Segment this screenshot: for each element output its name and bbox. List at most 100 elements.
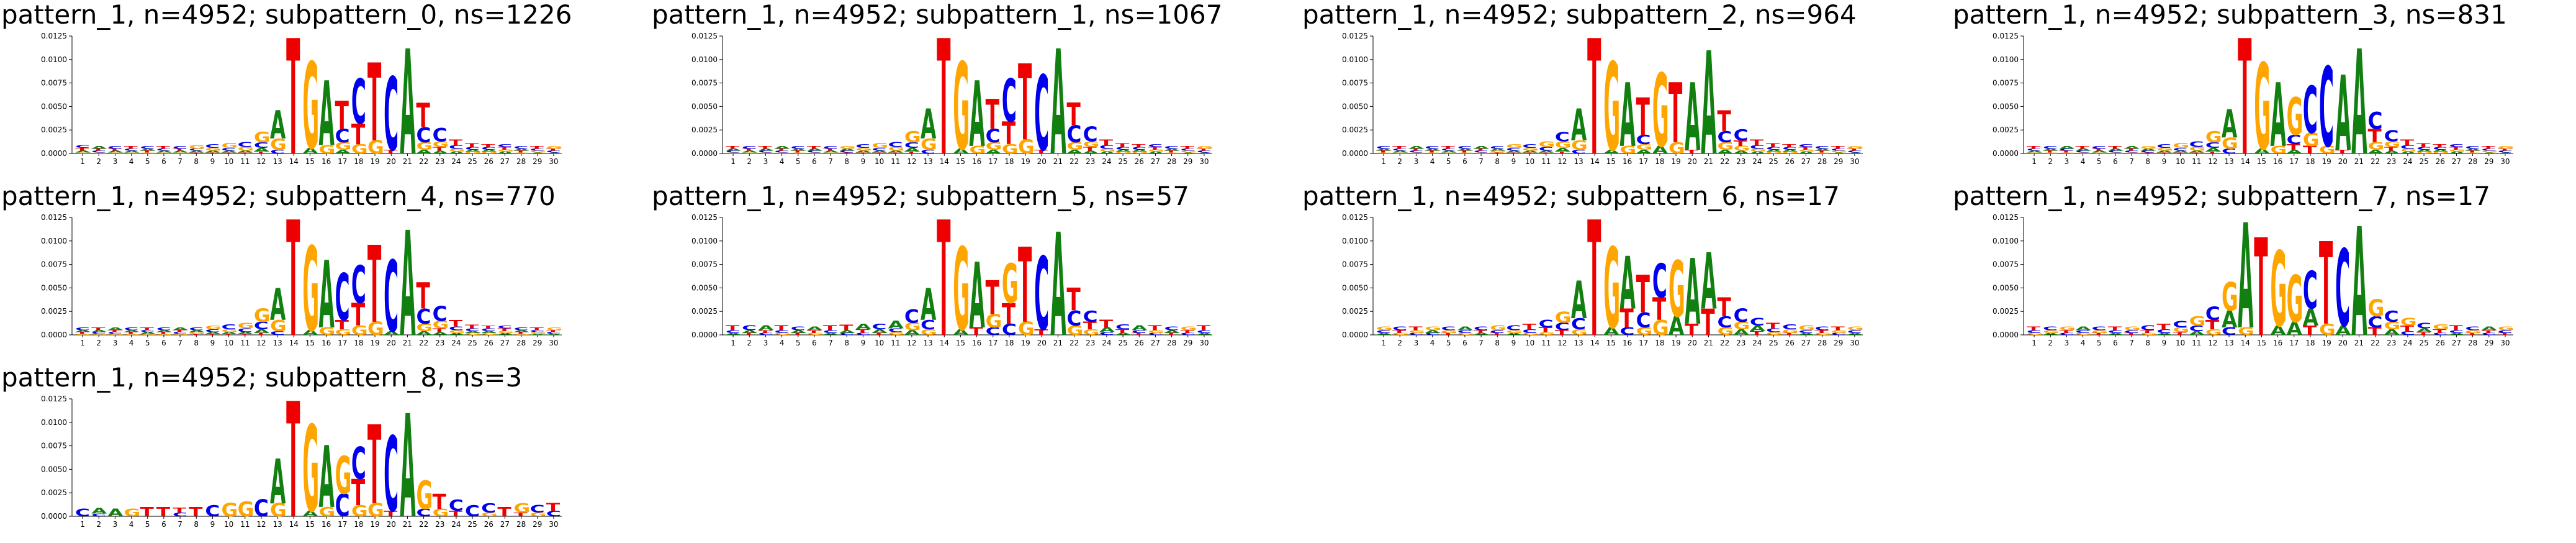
logo-letter-glyph: A [107, 327, 124, 331]
logo-letter-glyph: G [823, 152, 840, 153]
logo-letter-glyph: C [75, 327, 90, 331]
logo-letter-T: T [514, 332, 528, 335]
logo-letter-glyph: A [173, 327, 189, 331]
x-tick-label: 23 [2387, 339, 2396, 347]
logo-letter-A: A [1457, 148, 1473, 152]
logo-letter-G: G [238, 146, 254, 152]
logo-letter-T: T [2059, 329, 2073, 334]
logo-letter-G: G [2368, 295, 2385, 322]
logo-letter-glyph: C [1376, 145, 1391, 150]
logo-letter-glyph: A [791, 148, 806, 152]
logo-letter-T: T [222, 334, 236, 335]
logo-letter-C: C [1571, 148, 1586, 155]
logo-panel-7: pattern_1, n=4952; subpattern_7, ns=17 0… [1952, 181, 2572, 362]
logo-letter-glyph: G [2433, 151, 2449, 154]
logo-letter-C: C [742, 145, 757, 150]
logo-letter-C: C [1067, 121, 1082, 148]
logo-letter-G: G [1408, 152, 1425, 153]
logo-letter-A: A [319, 242, 335, 350]
logo-letter-glyph: T [2092, 332, 2105, 335]
y-tick-label: 0.0075 [1342, 260, 1368, 269]
x-tick-label: 4 [780, 339, 785, 347]
logo-letter-G: G [1620, 144, 1637, 156]
logo-letter-glyph: G [173, 152, 189, 153]
logo-letter-glyph: G [2287, 263, 2304, 337]
logo-letter-glyph: C [2433, 146, 2448, 150]
x-tick-label: 24 [451, 520, 461, 529]
logo-letter-glyph: A [124, 330, 140, 333]
logo-letter-glyph: G [319, 143, 336, 157]
logo-letter-glyph: G [302, 39, 319, 176]
logo-letter-glyph: G [1457, 152, 1474, 153]
logo-letter-glyph: T [2108, 145, 2122, 150]
logo-letter-G: G [2238, 326, 2254, 337]
logo-letter-T: T [351, 118, 365, 151]
logo-letter-glyph: T [1587, 188, 1601, 362]
logo-letter-glyph: T [189, 505, 203, 519]
x-tick-label: 25 [1118, 339, 1127, 347]
logo-letter-C: C [888, 141, 903, 148]
logo-letter-A: A [481, 331, 497, 334]
logo-letter-T: T [367, 42, 381, 166]
logo-letter-glyph: G [1734, 145, 1750, 152]
x-tick-label: 30 [549, 157, 558, 166]
logo-letter-glyph: T [2124, 332, 2138, 335]
logo-letter-G: G [1652, 316, 1669, 340]
logo-letter-glyph: G [481, 151, 498, 154]
logo-letter-T: T [937, 188, 950, 362]
logo-letter-T: T [189, 505, 203, 519]
logo-letter-glyph: C [465, 502, 480, 520]
logo-letter-C: C [1782, 146, 1797, 150]
x-tick-label: 18 [1655, 157, 1664, 166]
logo-letter-C: C [2222, 148, 2236, 155]
logo-letter-glyph: G [433, 319, 449, 331]
x-tick-label: 18 [354, 520, 363, 529]
logo-letter-A: A [335, 148, 351, 155]
x-tick-label: 15 [305, 157, 315, 166]
y-tick-label: 0.0075 [691, 260, 718, 269]
logo-letter-A: A [1474, 332, 1489, 335]
x-tick-label: 21 [403, 520, 412, 529]
logo-letter-T: T [335, 318, 349, 332]
logo-letter-G: G [124, 334, 141, 335]
logo-letter-glyph: C [1847, 150, 1862, 153]
logo-letter-glyph: C [107, 332, 122, 335]
x-tick-label: 19 [370, 520, 379, 529]
logo-letter-C: C [1392, 326, 1407, 332]
x-tick-label: 22 [2371, 339, 2380, 347]
logo-letter-glyph: A [1148, 151, 1163, 154]
logo-letter-C: C [270, 330, 285, 336]
logo-letter-A: A [1408, 145, 1425, 150]
logo-letter-glyph: T [465, 324, 479, 330]
logo-letter-glyph: A [91, 330, 107, 333]
logo-letter-C: C [384, 58, 399, 174]
logo-letter-A: A [91, 506, 107, 516]
logo-letter-glyph: T [1766, 321, 1780, 331]
logo-letter-glyph: T [238, 334, 252, 335]
x-tick-label: 9 [210, 157, 215, 166]
logo-letter-C: C [75, 327, 90, 331]
logo-letter-T: T [351, 297, 366, 333]
logo-letter-glyph: T [1474, 329, 1487, 334]
logo-letter-glyph: G [2205, 128, 2222, 146]
logo-letter-T: T [433, 490, 447, 514]
logo-letter-C: C [254, 140, 269, 150]
logo-letter-G: G [904, 128, 921, 146]
logo-letter-glyph: C [2449, 144, 2464, 148]
logo-letter-G: G [238, 497, 254, 521]
logo-letter-glyph: G [238, 146, 254, 152]
logo-letter-C: C [1376, 145, 1391, 150]
logo-letter-glyph: T [1539, 152, 1553, 153]
x-tick-label: 5 [1446, 157, 1451, 166]
logo-letter-T: T [1376, 150, 1390, 153]
x-tick-label: 17 [2289, 339, 2299, 347]
logo-letter-C: C [1408, 150, 1423, 153]
logo-letter-G: G [2140, 145, 2157, 150]
logo-letter-glyph: A [400, 386, 415, 543]
logo-letter-glyph: T [1831, 145, 1845, 150]
logo-letter-glyph: G [2498, 145, 2515, 150]
logo-letter-glyph: T [775, 324, 789, 332]
logo-letter-glyph: C [2482, 332, 2497, 335]
logo-letter-G: G [1815, 332, 1832, 335]
